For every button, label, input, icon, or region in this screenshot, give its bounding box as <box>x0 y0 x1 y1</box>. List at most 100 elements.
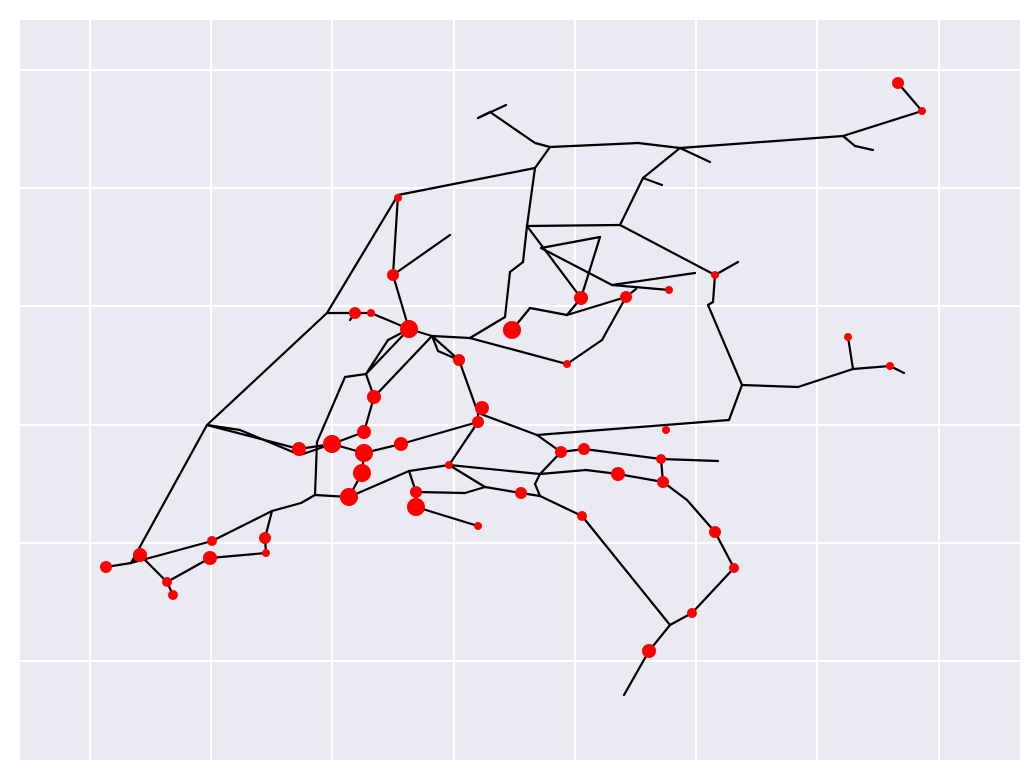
network-edge <box>364 338 390 376</box>
network-edge <box>165 556 212 584</box>
network-node <box>168 590 178 600</box>
network-edge <box>430 334 461 362</box>
network-edge <box>539 235 602 250</box>
network-edge <box>210 509 274 543</box>
network-edge <box>463 485 487 495</box>
network-edge <box>208 551 268 560</box>
network-node <box>133 548 147 562</box>
network-edges <box>104 81 924 697</box>
network-edge <box>468 315 507 340</box>
network-edge <box>391 193 400 277</box>
network-node <box>662 426 670 434</box>
network-edge <box>391 233 452 277</box>
network-node <box>259 532 271 544</box>
network-edge <box>457 358 480 415</box>
network-edge <box>690 566 736 615</box>
network-edge <box>238 428 302 457</box>
network-edge <box>476 411 539 437</box>
network-edge <box>525 224 583 300</box>
network-node <box>367 390 381 404</box>
network-edge <box>713 530 736 570</box>
network-edge <box>740 383 800 389</box>
network-edge <box>616 472 665 484</box>
network-node <box>394 194 402 202</box>
network-node <box>844 333 852 341</box>
network-edge <box>841 109 924 138</box>
network-node <box>503 321 521 339</box>
network-edge <box>468 336 569 366</box>
network-edge <box>535 418 731 437</box>
network-edge <box>430 334 472 340</box>
network-node <box>563 360 571 368</box>
network-edge <box>129 423 209 565</box>
network-nodes <box>100 77 926 658</box>
network-node <box>475 401 489 415</box>
network-edge <box>618 223 717 277</box>
network-edge <box>846 335 855 371</box>
network-edge <box>533 482 542 498</box>
network-edge <box>641 146 682 180</box>
network-edge <box>538 494 584 518</box>
network-edge <box>343 372 368 379</box>
network-edge <box>325 193 400 315</box>
network-edge <box>713 260 740 277</box>
network-edge <box>565 295 628 317</box>
network-edge <box>483 485 523 495</box>
network-node <box>577 511 587 521</box>
network-edge <box>430 334 440 353</box>
network-edge <box>565 338 604 366</box>
network-node <box>711 271 719 279</box>
network-edge <box>533 141 552 149</box>
network-edge <box>347 469 411 499</box>
network-node <box>555 446 567 458</box>
network-edge <box>399 420 480 446</box>
network-edge <box>659 457 720 463</box>
network-edge <box>896 81 924 113</box>
network-edge <box>528 306 569 317</box>
network-node <box>207 536 217 546</box>
network-edge <box>706 303 744 387</box>
network-node <box>367 309 375 317</box>
network-node <box>407 498 425 516</box>
network-edge <box>447 420 480 467</box>
network-edge <box>727 383 744 422</box>
network-edge <box>414 490 467 495</box>
network-edge <box>796 367 855 389</box>
network-node <box>729 563 739 573</box>
network-node <box>642 644 656 658</box>
network-edge <box>610 271 697 287</box>
network-edge <box>685 498 717 534</box>
network-edge <box>414 505 480 528</box>
network-node <box>515 487 527 499</box>
network-edge <box>678 134 845 150</box>
network-edge <box>582 447 663 461</box>
network-node <box>445 461 453 469</box>
network-node <box>918 107 926 115</box>
network-node <box>323 435 341 453</box>
network-node <box>349 307 361 319</box>
network-edge <box>270 501 303 513</box>
network-edge <box>205 423 301 451</box>
network-edge <box>503 270 512 319</box>
network-edge <box>396 166 537 197</box>
network-edge <box>447 463 542 476</box>
network-edge <box>391 273 411 331</box>
network-edge <box>299 493 317 505</box>
network-edge <box>372 334 434 399</box>
network-edge <box>447 463 487 489</box>
network-edge <box>851 364 892 371</box>
network-node <box>709 526 721 538</box>
network-edge <box>508 260 525 274</box>
network-edge <box>538 468 588 476</box>
network-edge <box>533 145 552 170</box>
network-node <box>262 549 270 557</box>
network-node <box>394 437 408 451</box>
network-node <box>100 561 112 573</box>
network-edge <box>525 223 622 228</box>
network-node <box>353 464 371 482</box>
network-node <box>340 488 358 506</box>
network-node <box>665 286 673 294</box>
network-edge <box>636 141 682 150</box>
network-edge <box>533 472 542 486</box>
